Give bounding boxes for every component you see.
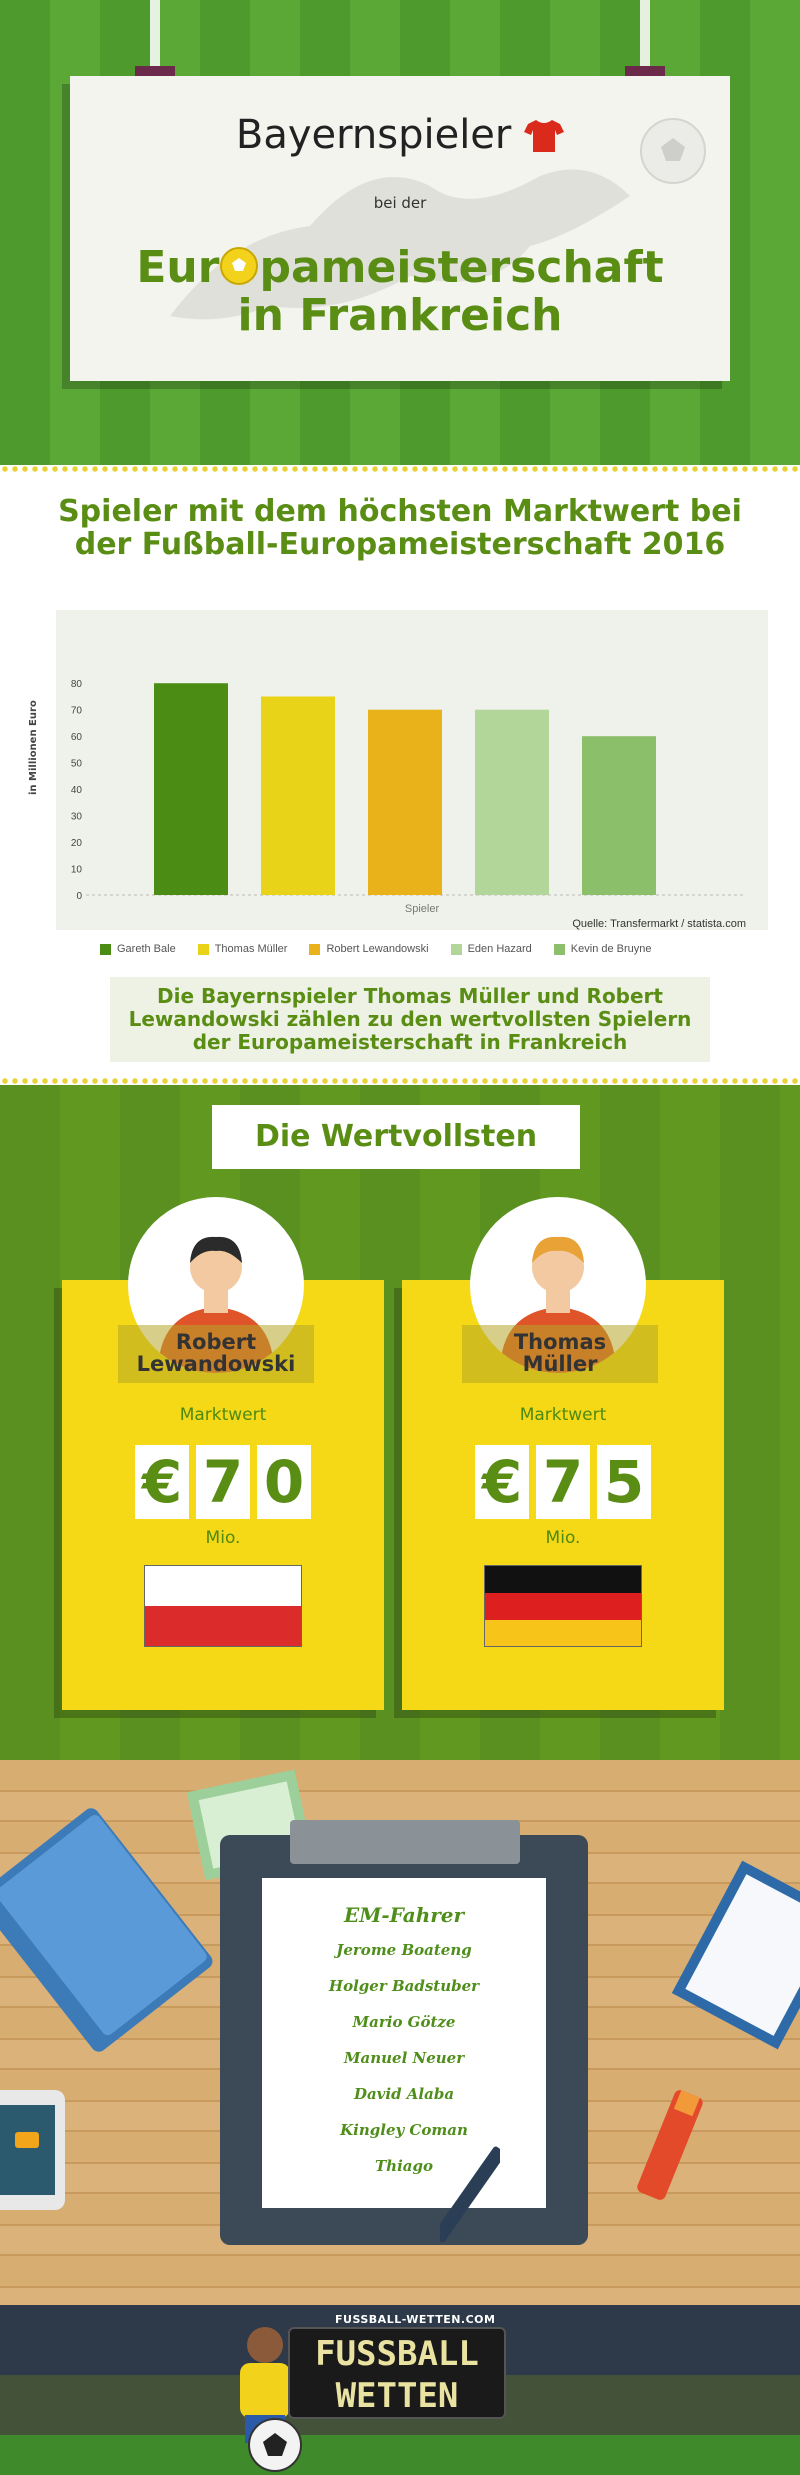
marker-icon — [637, 2090, 703, 2200]
title-line-2: bei der — [373, 194, 427, 212]
legend-label: Gareth Bale — [117, 943, 176, 955]
notebook-icon — [671, 1860, 800, 2050]
list-item: Kingley Coman — [340, 2121, 468, 2139]
list-item: Manuel Neuer — [343, 2049, 465, 2067]
book-icon — [0, 1808, 213, 2052]
value-digit: 0 — [257, 1445, 311, 1519]
em-list-title: EM-Fahrer — [343, 1903, 465, 1927]
footer-banner: FUSSBALL-WETTEN.COM FUSSBALL WETTEN — [0, 2305, 800, 2475]
header-banner: Bayernspieler bei der Eur pameisterschaft… — [0, 0, 800, 465]
value-amount: € 7 5 — [402, 1445, 724, 1519]
x-axis-label: Spieler — [405, 903, 440, 915]
legend-label: Thomas Müller — [214, 943, 288, 955]
marktwert-label: Marktwert — [179, 1405, 267, 1425]
football-icon — [248, 2418, 302, 2472]
bar-kevin-de-bruyne — [582, 736, 656, 895]
hanger-left — [150, 0, 160, 70]
list-item: Jerome Boateng — [336, 1941, 472, 1959]
legend-label: Eden Hazard — [467, 943, 532, 955]
list-item: Mario Götze — [352, 2013, 456, 2031]
dotted-divider — [0, 465, 800, 473]
list-item: Holger Badstuber — [328, 1977, 480, 1995]
legend-label: Kevin de Bruyne — [570, 943, 652, 955]
value-digit: 5 — [597, 1445, 651, 1519]
player-name-lewandowski: Robert Lewandowski — [118, 1325, 314, 1383]
title-line-3: Eur pameisterschaft in Frankreich — [136, 242, 664, 341]
brand-url: FUSSBALL-WETTEN.COM — [335, 2313, 496, 2326]
value-digit: € — [475, 1445, 529, 1519]
legend-item: Eden Hazard — [450, 943, 532, 955]
marktwert-label: Marktwert — [519, 1405, 607, 1425]
value-digit: € — [135, 1445, 189, 1519]
legend-label: Robert Lewandowski — [326, 943, 429, 955]
unit-label: Mio. — [545, 1528, 581, 1548]
player-silhouette-icon — [170, 169, 630, 320]
chart-note: Die Bayernspieler Thomas Müller und Robe… — [110, 977, 710, 1062]
bar-thomas-müller — [261, 696, 335, 895]
y-tick-label: 50 — [71, 759, 83, 770]
germany-flag-icon — [484, 1565, 642, 1647]
list-item: Thiago — [375, 2157, 433, 2175]
valuable-title: Die Wertvollsten — [212, 1105, 580, 1169]
unit-label: Mio. — [205, 1528, 241, 1548]
y-tick-label: 10 — [71, 865, 83, 876]
y-axis-label: in Millionen Euro — [28, 700, 39, 795]
chart-area: 0 10 20 30 40 50 60 70 80 Spieler Quelle: Transfer… — [56, 610, 768, 930]
legend-swatch — [450, 943, 462, 955]
chart-legend: Gareth Bale Thomas Müller Robert Lewandows… — [100, 943, 652, 955]
legend-item: Gareth Bale — [100, 943, 176, 955]
desk-items — [0, 1769, 800, 2210]
value-digit: 7 — [536, 1445, 590, 1519]
pen-icon — [440, 2146, 500, 2243]
legend-swatch — [309, 943, 321, 955]
football-o-icon — [220, 247, 259, 285]
clipboard-clip — [290, 1820, 520, 1864]
em-list: EM-Fahrer Jerome Boateng Holger Badstube… — [262, 1898, 546, 2184]
jersey-icon — [524, 120, 565, 152]
legend-item: Kevin de Bruyne — [553, 943, 652, 955]
value-digit: 7 — [196, 1445, 250, 1519]
chart-title: Spieler mit dem höchsten Marktwert bei d… — [58, 494, 742, 562]
bar-gareth-bale — [154, 683, 228, 895]
chart-section: Spieler mit dem höchsten Marktwert bei d… — [0, 465, 800, 1085]
y-tick-label: 70 — [71, 706, 83, 717]
hanger-right — [640, 0, 650, 70]
valuable-section: Die Wertvollsten Marktwert € 7 0 Mio. Ro… — [0, 1085, 800, 1760]
dotted-divider — [0, 1077, 800, 1085]
list-item: David Alaba — [353, 2085, 455, 2103]
y-tick-label: 80 — [71, 679, 83, 690]
phone-icon — [0, 2090, 65, 2210]
desk-section: EM-Fahrer Jerome Boateng Holger Badstube… — [0, 1760, 800, 2305]
y-tick-label: 40 — [71, 785, 83, 796]
title-line-1: Bayernspieler — [70, 112, 730, 158]
bar-robert-lewandowski — [368, 709, 442, 895]
y-tick-label: 0 — [76, 891, 82, 902]
bar-eden-hazard — [475, 709, 549, 895]
bar-chart: 0 10 20 30 40 50 60 70 80 Spieler Quelle: Transfer… — [71, 679, 746, 930]
y-tick-label: 20 — [71, 838, 83, 849]
brand-logo: FUSSBALL WETTEN — [288, 2327, 506, 2419]
player-name-mueller: Thomas Müller — [462, 1325, 658, 1383]
brand-line-2: WETTEN — [335, 2376, 459, 2416]
football-icon — [640, 118, 706, 184]
brand-line-1: FUSSBALL — [315, 2334, 479, 2374]
y-tick-label: 30 — [71, 812, 83, 823]
poland-flag-icon — [144, 1565, 302, 1647]
chart-source: Quelle: Transfermarkt / statista.com — [572, 918, 746, 930]
stadium-background — [0, 2305, 800, 2475]
y-tick-label: 60 — [71, 732, 83, 743]
legend-item: Thomas Müller — [197, 943, 288, 955]
value-amount: € 7 0 — [62, 1445, 384, 1519]
legend-swatch — [100, 943, 111, 955]
legend-swatch — [197, 943, 209, 955]
legend-swatch — [553, 943, 565, 955]
title-card: Bayernspieler bei der Eur pameisterschaft… — [70, 76, 730, 381]
legend-item: Robert Lewandowski — [309, 943, 429, 955]
